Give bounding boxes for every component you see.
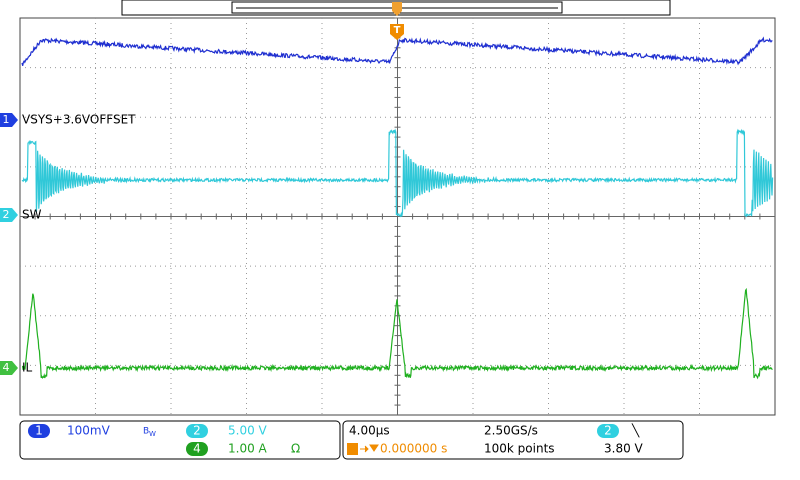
trigger-marker <box>390 24 404 40</box>
ch1-badge <box>28 424 50 438</box>
sample-rate: 2.50GS/s <box>484 424 538 438</box>
ch4-number: 4 <box>3 361 10 374</box>
trigger-icon <box>347 443 358 455</box>
ch4-badge-number: 4 <box>193 442 201 456</box>
trigger-pos <box>392 2 402 16</box>
ch4-trace <box>22 287 773 380</box>
ch2-scale: 5.00 V <box>228 424 268 438</box>
trigger-label: T <box>394 25 401 36</box>
ch1-scale: 100mV <box>67 424 111 438</box>
ch2-label: SW <box>22 208 42 222</box>
channel-panel <box>19 420 341 460</box>
record-length: 100k points <box>484 442 555 456</box>
ch2-number: 2 <box>3 208 10 221</box>
ch1-trace <box>21 36 773 66</box>
ch4-label: IL <box>22 361 33 375</box>
trigger-arrow <box>360 444 379 453</box>
trigger-slope: ╲ <box>631 423 640 438</box>
ch1-number: 1 <box>3 113 10 126</box>
ch2-badge-number: 2 <box>193 424 201 438</box>
ch4-scale: 1.00 A <box>228 442 268 456</box>
ch2-marker <box>0 208 18 222</box>
waveforms <box>21 36 774 380</box>
ch1-bw: B <box>143 427 149 437</box>
ch4-termination: Ω <box>291 442 300 456</box>
graticule <box>19 17 776 416</box>
ch2-trace <box>21 128 774 218</box>
ch2-badge <box>186 424 208 438</box>
trigger-level: 3.80 V <box>604 442 644 456</box>
ch4-marker <box>0 361 18 375</box>
ch4-badge <box>186 442 208 456</box>
trigger-position: 0.000000 s <box>380 442 447 456</box>
ch1-marker <box>0 113 18 127</box>
timebase: 4.00µs <box>349 424 390 438</box>
trigger-source-badge <box>597 424 619 438</box>
ch1-label: VSYS+3.6VOFFSET <box>22 113 136 127</box>
ch1-badge-number: 1 <box>35 424 43 438</box>
trigger-source: 2 <box>604 424 612 438</box>
ch1-bw-sub: W <box>149 430 156 438</box>
